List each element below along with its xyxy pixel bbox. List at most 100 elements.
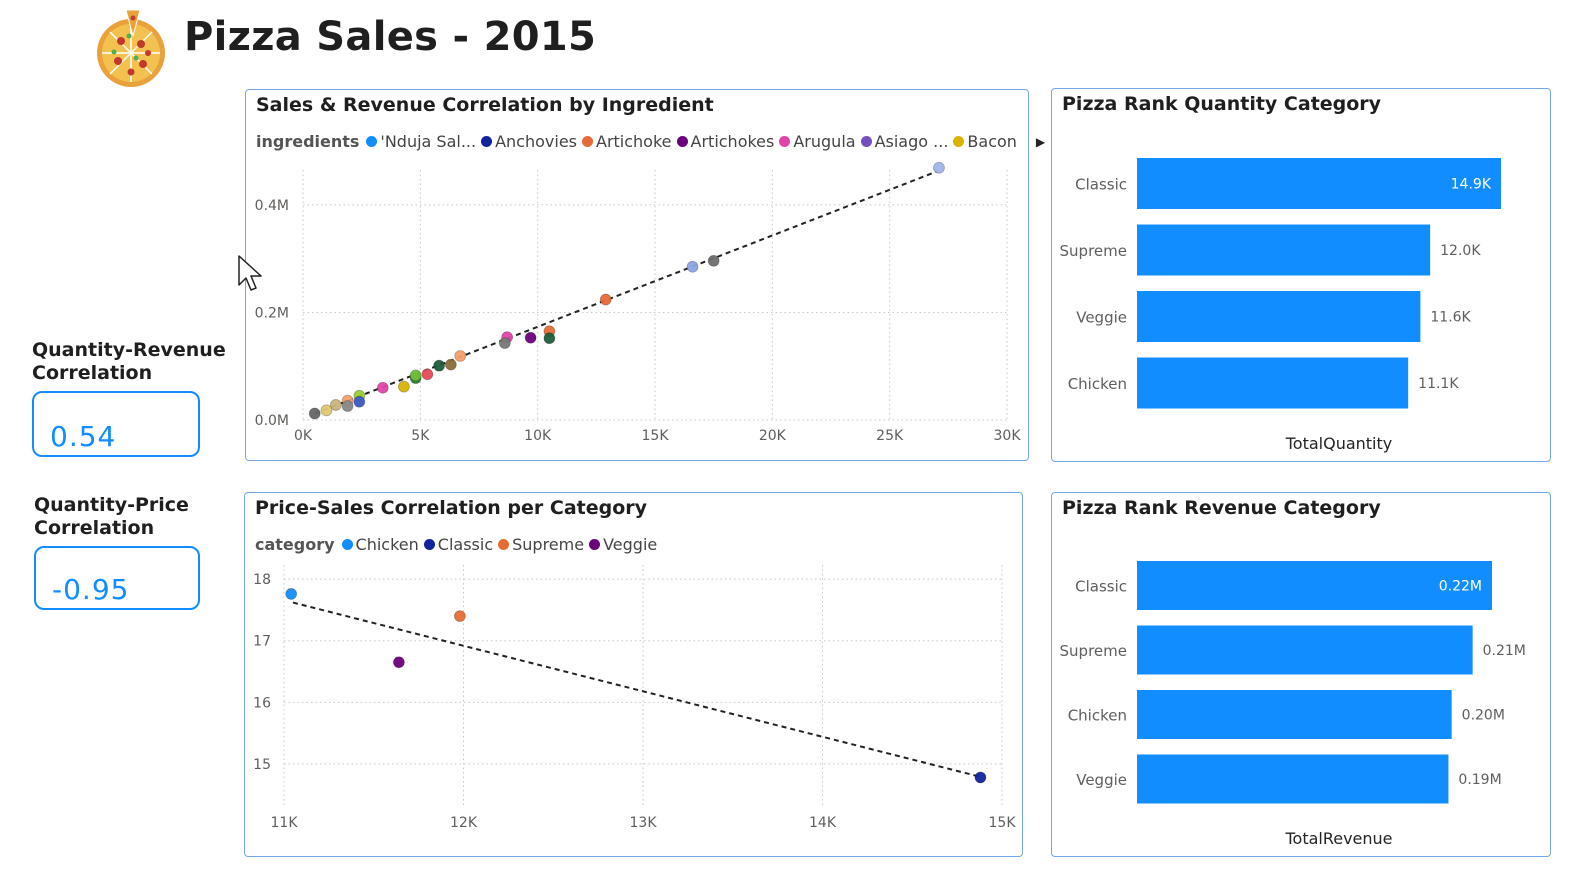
data-point xyxy=(498,337,511,349)
data-point xyxy=(974,771,987,784)
bar xyxy=(1137,754,1449,804)
kpi-card-quantity-price[interactable]: -0.95 xyxy=(34,546,200,610)
legend-item[interactable]: Arugula xyxy=(779,132,856,151)
legend-label: Artichokes xyxy=(690,132,775,151)
kpi-label-quantity-price: Quantity-Price Correlation xyxy=(34,494,189,539)
bar-value-label: 14.9K xyxy=(1451,177,1492,193)
legend-item[interactable]: Asiago ... xyxy=(860,132,949,151)
trend-line xyxy=(314,170,937,415)
ingredient-scatter-plot[interactable]: 0K 5K 10K 15K 20K 25K 30K 0.0M 0.2M 0.4M xyxy=(246,90,1030,462)
y-tick-label: 18 xyxy=(253,572,271,588)
bar-value-label: 0.19M xyxy=(1458,772,1501,788)
chart-legend[interactable]: category Chicken Classic Supreme Veggie xyxy=(255,535,662,554)
data-point xyxy=(454,610,466,623)
legend-label: Anchovies xyxy=(495,132,577,151)
quantity-rank-card[interactable]: Pizza Rank Quantity Category Classic 14.9… xyxy=(1051,88,1551,462)
legend-next-arrow-icon[interactable]: ▶ xyxy=(1035,134,1046,149)
data-point xyxy=(454,350,467,362)
data-point xyxy=(285,588,298,600)
legend-label: Chicken xyxy=(355,535,419,554)
category-label: Supreme xyxy=(1060,242,1127,260)
legend-item[interactable]: Bacon xyxy=(953,132,1017,151)
legend-dot xyxy=(953,136,965,147)
legend-title: ingredients xyxy=(256,132,360,151)
legend-dot xyxy=(366,136,378,147)
legend-dot xyxy=(341,539,353,550)
x-tick-label: 5K xyxy=(411,428,430,444)
data-point xyxy=(933,161,945,174)
y-tick-label: 0.0M xyxy=(255,413,289,429)
bar-value-label: 0.21M xyxy=(1483,643,1526,659)
legend-dot xyxy=(589,539,601,550)
ingredient-scatter-card[interactable]: Sales & Revenue Correlation by Ingredien… xyxy=(245,89,1045,462)
kpi-card-quantity-revenue[interactable]: 0.54 xyxy=(32,391,200,457)
legend-label: Asiago ... xyxy=(874,132,949,151)
chart-title: Sales & Revenue Correlation by Ingredien… xyxy=(256,94,754,116)
x-tick-label: 15K xyxy=(642,428,670,444)
chart-legend[interactable]: ingredients 'Nduja Sal... Anchovies Artich… xyxy=(256,132,1045,151)
data-point xyxy=(320,404,333,417)
legend-dot xyxy=(676,136,688,147)
y-tick-label: 0.2M xyxy=(255,305,289,321)
legend-dot xyxy=(481,136,493,147)
category-label: Classic xyxy=(1075,176,1127,194)
kpi-value: -0.95 xyxy=(52,573,130,606)
bar-value-label: 12.0K xyxy=(1440,243,1481,259)
data-point xyxy=(409,369,422,382)
legend-item[interactable]: Veggie xyxy=(589,535,657,554)
legend-dot xyxy=(582,136,593,147)
bar xyxy=(1137,357,1409,409)
legend-item[interactable]: Classic xyxy=(423,535,494,554)
data-point xyxy=(421,368,434,381)
category-scatter-card[interactable]: Price-Sales Correlation per Category cat… xyxy=(244,492,1023,857)
data-point xyxy=(543,332,556,345)
page-title: Pizza Sales - 2015 xyxy=(184,14,597,60)
x-axis-title: TotalQuantity xyxy=(1285,434,1393,453)
data-point xyxy=(433,359,446,372)
kpi-label-quantity-revenue: Quantity-Revenue Correlation xyxy=(32,339,226,384)
chart-title: Price-Sales Correlation per Category xyxy=(255,497,688,519)
x-tick-label: 13K xyxy=(630,815,658,831)
legend-item[interactable]: Supreme xyxy=(498,535,584,554)
quantity-bar-chart[interactable]: Classic 14.9K Supreme 12.0K Veggie 11.6K Chick… xyxy=(1052,89,1552,463)
legend-item[interactable]: 'Nduja Sal... xyxy=(366,132,476,151)
category-label: Veggie xyxy=(1076,771,1127,789)
bar-value-label: 0.22M xyxy=(1439,579,1482,595)
y-tick-label: 16 xyxy=(253,695,271,711)
category-scatter-plot[interactable]: 11K 12K 13K 14K 15K 15 16 17 18 xyxy=(245,493,1024,858)
chart-title: Pizza Rank Revenue Category xyxy=(1062,497,1421,519)
revenue-rank-card[interactable]: Pizza Rank Revenue Category Classic 0.22M… xyxy=(1051,492,1551,857)
legend-label: 'Nduja Sal... xyxy=(380,132,477,151)
legend-item[interactable]: Artichoke xyxy=(582,132,672,151)
data-point xyxy=(444,358,457,371)
category-label: Supreme xyxy=(1060,642,1127,660)
legend-title: category xyxy=(255,535,335,554)
revenue-bar-chart[interactable]: Classic 0.22M Supreme 0.21M Chicken 0.20M Vegg… xyxy=(1052,493,1552,858)
legend-dot xyxy=(779,136,791,147)
data-point xyxy=(341,400,354,412)
bar xyxy=(1137,224,1431,276)
bar xyxy=(1137,158,1501,209)
x-tick-label: 14K xyxy=(809,815,837,831)
data-point xyxy=(398,380,410,393)
y-tick-label: 17 xyxy=(253,634,271,650)
y-tick-label: 15 xyxy=(253,757,271,773)
x-tick-label: 25K xyxy=(876,428,904,444)
category-label: Veggie xyxy=(1076,309,1127,327)
trend-line xyxy=(292,601,981,778)
x-axis-title: TotalRevenue xyxy=(1284,829,1392,848)
legend-label: Classic xyxy=(437,535,494,554)
legend-item[interactable]: Artichokes xyxy=(676,132,775,151)
legend-item[interactable]: Anchovies xyxy=(481,132,577,151)
legend-dot xyxy=(423,539,435,550)
data-point xyxy=(392,656,405,669)
x-tick-label: 10K xyxy=(524,428,552,444)
x-tick-label: 30K xyxy=(994,428,1022,444)
data-point xyxy=(524,331,537,344)
x-tick-label: 12K xyxy=(450,815,478,831)
legend-item[interactable]: Chicken xyxy=(341,535,419,554)
pizza-logo xyxy=(96,6,166,90)
legend-label: Veggie xyxy=(603,535,658,554)
data-point xyxy=(707,254,720,267)
legend-dot xyxy=(860,136,872,147)
